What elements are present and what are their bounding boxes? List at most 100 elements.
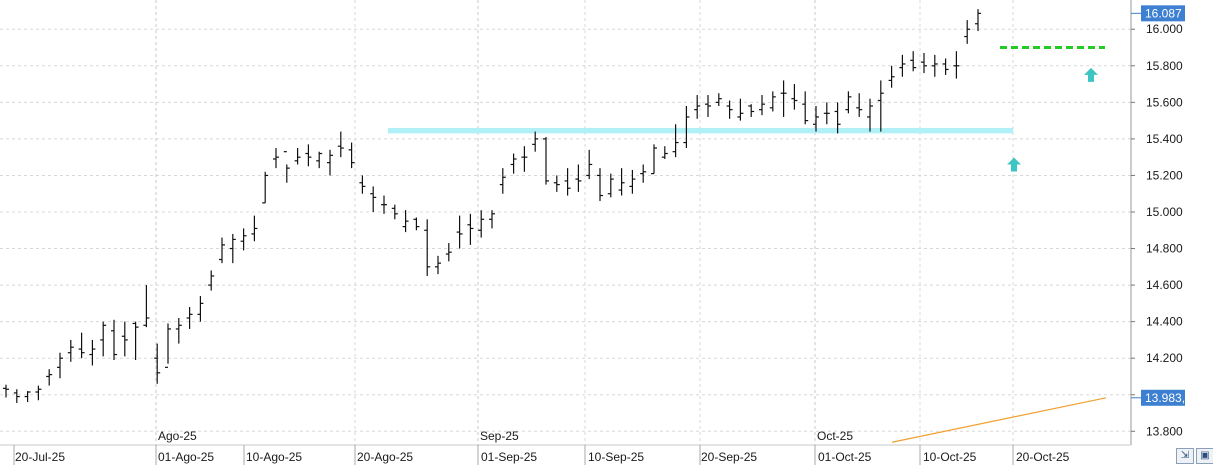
ohlc-bar	[564, 168, 571, 196]
ohlc-bar	[111, 319, 117, 361]
ohlc-bar	[57, 352, 63, 379]
ohlc-bar	[240, 228, 247, 251]
ohlc-bar	[175, 317, 182, 344]
up-arrow-icon	[1007, 157, 1021, 172]
y-tick-label: 15.000	[1146, 205, 1183, 219]
ohlc-bar	[964, 20, 971, 44]
ohlc-bar	[348, 142, 355, 169]
ohlc-bar	[953, 51, 960, 79]
y-tick-label: 14.200	[1146, 351, 1183, 365]
ohlc-bar	[705, 95, 711, 117]
x-date-label: 01-Oct-25	[818, 450, 872, 464]
y-tick-label: 15.200	[1146, 168, 1183, 182]
ohlc-bar	[305, 144, 312, 167]
ohlc-bar	[618, 168, 625, 196]
ohlc-bar	[661, 146, 668, 159]
horizontal-gridlines	[0, 28, 1131, 432]
y-tick-label: 15.600	[1146, 95, 1183, 109]
ohlc-bar	[186, 307, 193, 329]
x-date-label: 20-Jul-25	[15, 450, 65, 464]
ohlc-bar	[586, 149, 593, 180]
ohlc-bar	[424, 219, 431, 276]
y-tick-label: 14.800	[1146, 242, 1183, 256]
x-date-label: 20-Sep-25	[701, 450, 757, 464]
ohlc-bar	[413, 217, 420, 231]
ohlc-bar	[24, 391, 31, 403]
ohlc-bar	[683, 105, 690, 149]
last-price-tag-text: 16.087	[1145, 6, 1182, 20]
ohlc-bar	[294, 148, 301, 165]
ohlc-bar	[219, 237, 225, 264]
ohlc-bar	[651, 144, 657, 175]
x-date-label: 10-Oct-25	[923, 450, 977, 464]
y-tick-label: 13.800	[1146, 424, 1183, 438]
x-date-label: 10-Ago-25	[246, 450, 302, 464]
x-date-label: 20-Oct-25	[1016, 450, 1070, 464]
ohlc-bar	[435, 255, 441, 275]
y-tick-label: 14.600	[1146, 278, 1183, 292]
support-band	[388, 127, 1013, 134]
ohlc-bar	[251, 215, 258, 242]
y-tick-label: 16.000	[1146, 22, 1183, 36]
ohlc-bar	[283, 151, 290, 183]
ohlc-bar	[597, 168, 603, 202]
save-icon[interactable]: ▣	[1196, 448, 1213, 464]
ohlc-bar	[478, 210, 485, 238]
ohlc-bar	[931, 54, 938, 77]
ohlc-bar	[100, 321, 107, 357]
ohlc-bar	[499, 168, 506, 194]
ohlc-bar	[759, 95, 765, 116]
ohlc-bar	[607, 173, 614, 198]
ohlc-bar	[3, 384, 9, 398]
ohlc-bar	[543, 137, 549, 185]
ohlc-bar	[273, 148, 279, 169]
ohlc-bar	[629, 169, 636, 194]
x-month-label: Sep-25	[480, 429, 519, 443]
ohlc-bar	[197, 296, 204, 322]
y-tick-label: 15.400	[1146, 132, 1183, 146]
y-tick-label: 14.400	[1146, 315, 1183, 329]
ohlc-bar	[316, 151, 323, 169]
ohlc-bar	[975, 9, 981, 32]
ohlc-bar	[575, 164, 582, 192]
ohlc-bar	[813, 105, 819, 132]
chart-overlays	[388, 46, 1107, 443]
ohlc-bar	[726, 100, 733, 119]
x-date-label: 01-Sep-25	[481, 450, 537, 464]
x-date-label: 01-Ago-25	[158, 450, 214, 464]
ohlc-bar	[370, 186, 377, 212]
ohlc-bar	[89, 339, 96, 366]
ohlc-bar	[13, 389, 20, 403]
x-month-label: Oct-25	[817, 429, 853, 443]
ohlc-bar	[845, 91, 852, 114]
ohlc-bar	[899, 54, 906, 77]
ohlc-bar	[640, 164, 647, 183]
x-axis-ticks: Ago-25 Sep-25 Oct-25 20-Jul-25 01-Ago-25 10-A…	[13, 429, 1070, 465]
ohlc-bar	[942, 58, 949, 75]
ohlc-bar	[121, 321, 128, 357]
ohlc-bar	[489, 210, 495, 229]
up-arrow-icon	[1084, 67, 1098, 82]
ohlc-bar	[823, 102, 830, 125]
ohlc-bar	[132, 321, 139, 361]
ohlc-bar	[510, 153, 517, 174]
last-price-tag: 16.087	[1131, 5, 1185, 22]
ohlc-bar	[78, 332, 85, 359]
ohlc-bar	[445, 243, 452, 262]
ohlc-bar	[229, 233, 236, 264]
ohlc-bar	[46, 369, 53, 386]
ohlc-bar	[910, 51, 917, 72]
indicator-tag-box	[1141, 389, 1185, 406]
ohlc-bar	[208, 270, 215, 291]
ohlc-bar	[154, 343, 161, 384]
indicator-tag: 13.983,4	[1131, 389, 1192, 406]
ohlc-bar	[391, 204, 398, 220]
ohlc-bar	[35, 385, 42, 401]
price-tags: 16.087 13.983,4	[1131, 5, 1192, 406]
ohlc-bar	[780, 80, 787, 117]
ohlc-bar	[888, 65, 895, 88]
ohlc-bar	[748, 104, 755, 117]
x-date-label: 20-Ago-25	[357, 450, 413, 464]
fit-icon[interactable]: ⇲	[1176, 448, 1194, 464]
